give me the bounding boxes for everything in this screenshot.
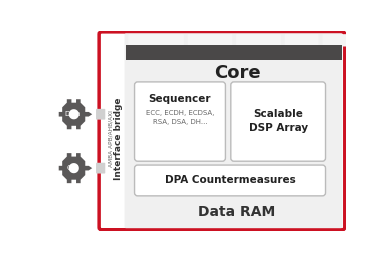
Text: AMBA APB/AHB/AXI: AMBA APB/AHB/AXI bbox=[108, 110, 113, 167]
FancyBboxPatch shape bbox=[285, 34, 318, 46]
Polygon shape bbox=[59, 99, 92, 129]
FancyBboxPatch shape bbox=[135, 165, 325, 196]
FancyBboxPatch shape bbox=[125, 33, 343, 228]
Text: Sequencer: Sequencer bbox=[149, 94, 211, 104]
Text: Interface bridge: Interface bridge bbox=[114, 98, 123, 180]
FancyBboxPatch shape bbox=[129, 34, 184, 46]
FancyBboxPatch shape bbox=[231, 82, 325, 161]
Text: Ctrl: Ctrl bbox=[66, 165, 79, 171]
FancyBboxPatch shape bbox=[236, 34, 281, 46]
Polygon shape bbox=[69, 163, 79, 173]
Polygon shape bbox=[69, 109, 79, 119]
Text: DPA Countermeasures: DPA Countermeasures bbox=[165, 175, 295, 185]
FancyBboxPatch shape bbox=[323, 34, 357, 46]
FancyBboxPatch shape bbox=[96, 163, 105, 174]
FancyBboxPatch shape bbox=[188, 34, 233, 46]
Text: Data: Data bbox=[64, 111, 81, 117]
Polygon shape bbox=[59, 153, 92, 183]
FancyBboxPatch shape bbox=[99, 32, 345, 230]
Text: Data RAM: Data RAM bbox=[198, 205, 276, 219]
Text: Core: Core bbox=[214, 64, 260, 82]
Bar bbox=[126, 45, 342, 60]
FancyBboxPatch shape bbox=[135, 82, 226, 161]
Text: ECC, ECDH, ECDSA,
RSA, DSA, DH...: ECC, ECDH, ECDSA, RSA, DSA, DH... bbox=[146, 110, 214, 125]
Text: Scalable
DSP Array: Scalable DSP Array bbox=[249, 109, 308, 133]
FancyBboxPatch shape bbox=[96, 109, 105, 120]
